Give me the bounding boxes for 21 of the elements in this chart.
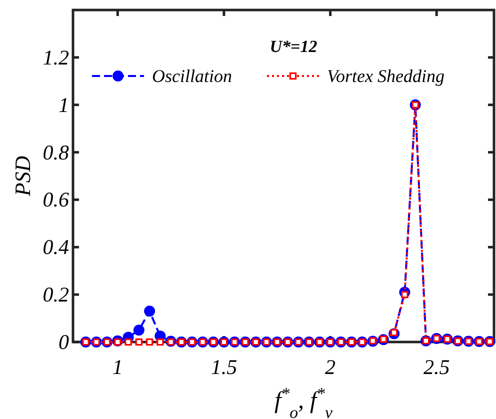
point <box>156 338 164 346</box>
x-tick-label: 2.5 <box>423 355 450 379</box>
text: U*=12 <box>270 37 318 56</box>
legend-label: Oscillation <box>152 66 232 86</box>
legend-label: Vortex Shedding <box>327 66 444 86</box>
y-tick-label: 0 <box>58 330 70 354</box>
y-tick-label: 0.2 <box>42 282 70 307</box>
y-tick-label: 1.2 <box>42 45 70 70</box>
point <box>124 338 132 346</box>
x-tick-label: 1 <box>112 355 123 379</box>
point <box>144 306 156 317</box>
y-tick-label: 0.8 <box>42 140 70 164</box>
y-tick-label: 1 <box>58 92 69 117</box>
y-tick-label: 0.6 <box>42 188 70 212</box>
y-tick-label: 0.4 <box>42 235 70 260</box>
x-tick-label: 2 <box>325 355 336 379</box>
x-tick-label: 1.5 <box>210 355 238 379</box>
point <box>133 324 144 336</box>
y-axis-title: PSD <box>10 156 35 198</box>
point <box>146 338 154 346</box>
point <box>135 338 143 346</box>
